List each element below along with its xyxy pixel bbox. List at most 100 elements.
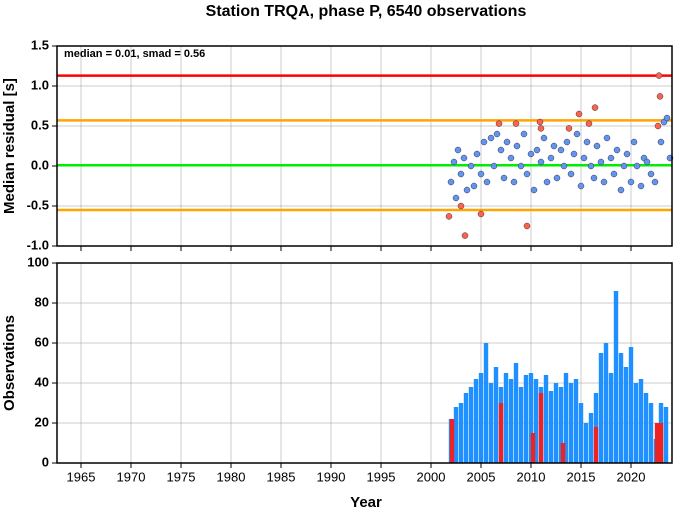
bar <box>533 379 539 463</box>
point <box>603 134 611 142</box>
x-tick-label: 1990 <box>317 469 346 484</box>
point <box>654 122 662 130</box>
point <box>500 174 508 182</box>
point <box>527 150 535 158</box>
point <box>537 125 545 132</box>
bar <box>608 373 614 463</box>
point <box>477 210 485 218</box>
point <box>473 150 481 158</box>
point <box>580 154 588 162</box>
point <box>503 138 511 146</box>
y-tick-label: 80 <box>35 294 49 309</box>
point <box>655 72 663 79</box>
bar <box>598 353 604 463</box>
y-tick-label: -0.5 <box>27 197 49 212</box>
point <box>530 186 538 194</box>
point <box>560 162 568 170</box>
y-axis-label: Observations <box>1 315 18 411</box>
bar <box>573 379 579 463</box>
point <box>610 170 618 178</box>
annotation: median = 0.01, smad = 0.56 <box>64 48 205 60</box>
point <box>463 186 471 194</box>
point <box>533 146 541 154</box>
point <box>630 138 638 146</box>
point <box>477 170 485 178</box>
point <box>565 125 573 132</box>
x-tick-label: 1995 <box>367 469 396 484</box>
point <box>633 162 641 170</box>
x-tick-label: 1970 <box>117 469 146 484</box>
bar <box>478 373 484 463</box>
bar <box>453 407 459 463</box>
point <box>457 170 465 178</box>
x-tick-label: 1965 <box>67 469 96 484</box>
bar <box>538 393 544 463</box>
x-tick-label: 2005 <box>467 469 496 484</box>
point <box>583 138 591 146</box>
point <box>600 178 608 186</box>
x-tick-label: 2010 <box>517 469 546 484</box>
y-tick-label: 1.0 <box>31 77 49 92</box>
x-tick-label: 1975 <box>167 469 196 484</box>
bar <box>483 343 489 463</box>
bar <box>458 403 464 463</box>
bar <box>568 383 574 463</box>
y-tick-label: 1.5 <box>31 37 49 52</box>
y-axis-label: Median residual [s] <box>1 78 18 214</box>
point <box>585 120 593 127</box>
point <box>587 162 595 170</box>
point <box>457 202 465 210</box>
bar <box>628 347 634 463</box>
point <box>620 162 628 170</box>
panel: -1.0 -0.5 0.0 0.5 1.0 1.5 <box>27 37 674 252</box>
y-tick-label: -1.0 <box>27 237 49 252</box>
x-tick-label: 2000 <box>417 469 446 484</box>
point <box>520 130 528 138</box>
x-tick-label: 1985 <box>267 469 296 484</box>
point <box>540 134 548 142</box>
bar <box>498 403 504 463</box>
point <box>537 158 545 166</box>
bar <box>488 383 494 463</box>
bar <box>558 387 564 463</box>
point <box>550 142 558 150</box>
plot-frame <box>56 45 673 247</box>
point <box>577 182 585 190</box>
bar <box>638 379 644 463</box>
point <box>445 213 453 220</box>
bar <box>518 387 524 463</box>
y-tick-label: 0.5 <box>31 117 49 132</box>
bar <box>560 443 566 463</box>
x-tick-label: 1980 <box>217 469 246 484</box>
y-tick-label: 20 <box>35 414 49 429</box>
bar <box>463 393 469 463</box>
point <box>656 93 664 100</box>
bar <box>523 375 529 463</box>
bar <box>654 423 660 463</box>
point <box>460 154 468 162</box>
point <box>643 158 651 166</box>
point <box>553 174 561 182</box>
point <box>523 222 531 230</box>
point <box>590 174 598 182</box>
point <box>663 114 671 122</box>
plot-frame <box>56 262 673 464</box>
point <box>637 182 645 190</box>
bar <box>593 427 599 463</box>
point <box>536 118 544 126</box>
bar <box>543 375 549 463</box>
point <box>570 150 578 158</box>
bar <box>513 363 519 463</box>
y-tick-label: 60 <box>35 334 49 349</box>
bar <box>588 413 594 463</box>
point <box>623 150 631 158</box>
point <box>487 134 495 142</box>
bar <box>658 423 664 463</box>
point <box>523 170 531 178</box>
point <box>547 154 555 162</box>
panel: 1965 1970 1975 1980 1985 1990 1995 2000 2005 2010… <box>27 254 673 484</box>
bar <box>618 353 624 463</box>
x-tick-label: 2020 <box>617 469 646 484</box>
bar <box>663 407 669 463</box>
point <box>563 138 571 146</box>
